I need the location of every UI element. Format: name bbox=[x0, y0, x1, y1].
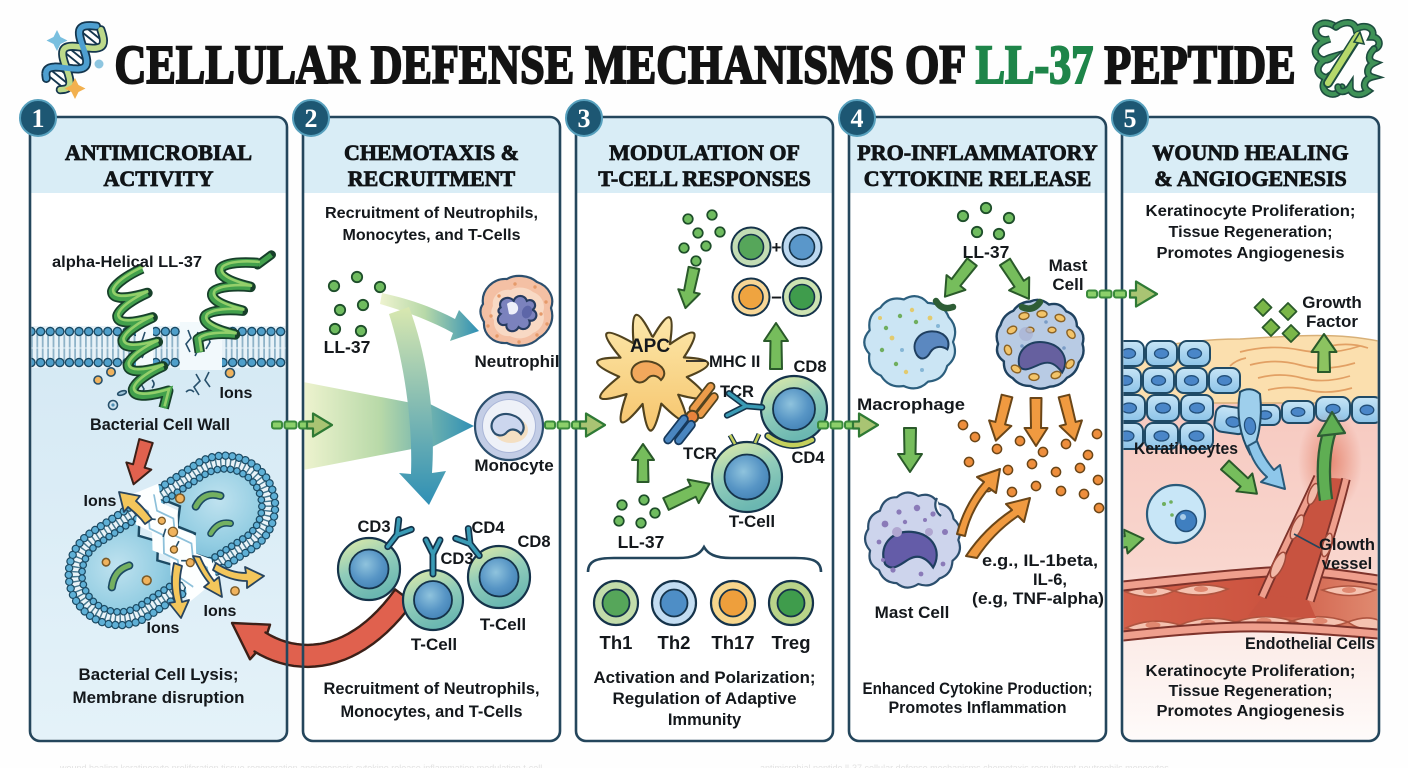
svg-text:ACTIVITY: ACTIVITY bbox=[103, 166, 213, 191]
svg-text:alpha-Helical LL-37: alpha-Helical LL-37 bbox=[52, 254, 202, 271]
svg-text:CYTOKINE RELEASE: CYTOKINE RELEASE bbox=[864, 166, 1092, 191]
svg-text:Mast: Mast bbox=[1049, 256, 1088, 275]
svg-text:5: 5 bbox=[1124, 104, 1137, 133]
svg-text:WOUND HEALING: WOUND HEALING bbox=[1152, 140, 1348, 165]
svg-text:CELLULAR DEFENSE MECHANISMS OF: CELLULAR DEFENSE MECHANISMS OF LL-37 PEP… bbox=[115, 34, 1296, 95]
svg-text:Th17: Th17 bbox=[711, 632, 754, 653]
svg-text:ANTIMICROBIAL: ANTIMICROBIAL bbox=[65, 140, 252, 165]
svg-text:Factor: Factor bbox=[1306, 312, 1358, 331]
svg-text:Th2: Th2 bbox=[658, 632, 691, 653]
svg-text:Keratinocytes: Keratinocytes bbox=[1134, 440, 1238, 458]
svg-text:IL-6,: IL-6, bbox=[1033, 571, 1067, 589]
svg-text:Regulation of Adaptive: Regulation of Adaptive bbox=[613, 690, 797, 708]
svg-text:Monocyte: Monocyte bbox=[474, 456, 553, 475]
svg-text:CD8: CD8 bbox=[517, 533, 550, 551]
svg-text:Neutrophil: Neutrophil bbox=[475, 352, 560, 371]
svg-text:TCR: TCR bbox=[683, 445, 717, 463]
svg-text:Recruitment of Neutrophils,: Recruitment of Neutrophils, bbox=[325, 205, 538, 222]
svg-text:Bacterial Cell Wall: Bacterial Cell Wall bbox=[90, 415, 230, 434]
svg-text:2: 2 bbox=[305, 104, 318, 133]
svg-text:LL-37: LL-37 bbox=[324, 337, 371, 357]
svg-text:Th1: Th1 bbox=[600, 632, 633, 653]
svg-text:Tissue Regeneration;: Tissue Regeneration; bbox=[1169, 224, 1333, 241]
svg-text:T-Cell: T-Cell bbox=[729, 512, 775, 531]
svg-text:Treg: Treg bbox=[771, 632, 810, 653]
svg-text:LL-37: LL-37 bbox=[618, 532, 665, 552]
svg-text:Ions: Ions bbox=[204, 603, 237, 620]
svg-text:Keratinocyte Proliferation;: Keratinocyte Proliferation; bbox=[1146, 203, 1356, 220]
svg-text:–: – bbox=[771, 287, 782, 308]
svg-text:& ANGIOGENESIS: & ANGIOGENESIS bbox=[1154, 166, 1347, 191]
svg-text:Cell: Cell bbox=[1052, 275, 1083, 294]
svg-text:e.g., IL-1beta,: e.g., IL-1beta, bbox=[982, 552, 1098, 570]
svg-text:Monocytes, and T-Cells: Monocytes, and T-Cells bbox=[341, 703, 523, 721]
svg-text:CD4: CD4 bbox=[471, 519, 505, 537]
svg-text:+: + bbox=[772, 238, 782, 257]
svg-text:Tissue Regeneration;: Tissue Regeneration; bbox=[1169, 683, 1333, 700]
svg-text:wound healing keratinocyte pro: wound healing keratinocyte proliferation… bbox=[59, 763, 542, 768]
svg-text:CD3: CD3 bbox=[440, 550, 473, 568]
svg-text:vessel: vessel bbox=[1322, 555, 1372, 573]
svg-text:4: 4 bbox=[851, 104, 864, 133]
svg-text:Glowth: Glowth bbox=[1319, 536, 1375, 554]
svg-text:Recruitment of Neutrophils,: Recruitment of Neutrophils, bbox=[324, 680, 540, 698]
svg-text:MODULATION OF: MODULATION OF bbox=[609, 140, 800, 165]
svg-text:T-Cell: T-Cell bbox=[480, 615, 526, 634]
svg-text:T-Cell: T-Cell bbox=[411, 635, 457, 654]
svg-text:1: 1 bbox=[32, 104, 45, 133]
svg-text:LL-37: LL-37 bbox=[963, 242, 1010, 262]
svg-text:Growth: Growth bbox=[1302, 293, 1362, 312]
svg-text:CD3: CD3 bbox=[357, 518, 390, 536]
svg-text:(e.g, TNF-alpha): (e.g, TNF-alpha) bbox=[972, 590, 1104, 608]
svg-text:Ions: Ions bbox=[147, 620, 180, 637]
svg-text:Bacterial Cell Lysis;: Bacterial Cell Lysis; bbox=[79, 666, 239, 684]
svg-text:Immunity: Immunity bbox=[668, 711, 742, 729]
svg-text:Promotes Angiogenesis: Promotes Angiogenesis bbox=[1157, 245, 1345, 262]
svg-text:Keratinocyte Proliferation;: Keratinocyte Proliferation; bbox=[1146, 663, 1356, 680]
svg-text:antimicrobial peptide ll-37 ce: antimicrobial peptide ll-37 cellular def… bbox=[760, 763, 1169, 768]
svg-text:Promotes Angiogenesis: Promotes Angiogenesis bbox=[1157, 703, 1345, 720]
svg-text:CHEMOTAXIS &: CHEMOTAXIS & bbox=[344, 140, 519, 165]
svg-text:3: 3 bbox=[578, 104, 591, 133]
svg-text:Membrane disruption: Membrane disruption bbox=[73, 689, 245, 707]
svg-text:MHC II: MHC II bbox=[709, 353, 760, 371]
svg-text:APC: APC bbox=[630, 336, 670, 357]
svg-text:CD8: CD8 bbox=[793, 358, 826, 376]
svg-text:RECRUITMENT: RECRUITMENT bbox=[348, 166, 516, 191]
svg-text:Macrophage: Macrophage bbox=[857, 395, 965, 414]
svg-text:Promotes Inflammation: Promotes Inflammation bbox=[889, 699, 1067, 717]
svg-text:PRO-INFLAMMATORY: PRO-INFLAMMATORY bbox=[857, 140, 1098, 165]
svg-text:Mast Cell: Mast Cell bbox=[875, 603, 950, 622]
svg-text:Enhanced Cytokine Production;: Enhanced Cytokine Production; bbox=[863, 680, 1093, 698]
svg-text:Ions: Ions bbox=[84, 493, 117, 510]
svg-text:Activation and Polarization;: Activation and Polarization; bbox=[594, 669, 816, 687]
svg-text:Ions: Ions bbox=[220, 385, 253, 402]
svg-text:Monocytes, and T-Cells: Monocytes, and T-Cells bbox=[343, 227, 521, 244]
svg-text:T-CELL RESPONSES: T-CELL RESPONSES bbox=[598, 166, 811, 191]
svg-text:CD4: CD4 bbox=[791, 449, 825, 467]
svg-text:Endothelial Cells: Endothelial Cells bbox=[1245, 635, 1375, 653]
